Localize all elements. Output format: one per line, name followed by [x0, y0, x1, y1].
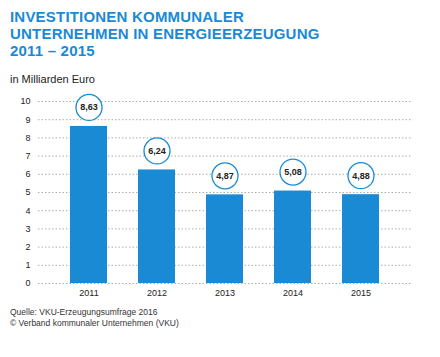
- svg-text:2: 2: [25, 242, 30, 252]
- svg-text:8,63: 8,63: [80, 102, 98, 112]
- svg-text:9: 9: [25, 115, 30, 125]
- svg-text:2011: 2011: [79, 288, 98, 298]
- svg-text:5: 5: [25, 187, 30, 197]
- svg-text:2013: 2013: [215, 288, 235, 298]
- svg-text:6: 6: [25, 169, 30, 179]
- svg-text:5,08: 5,08: [284, 167, 302, 177]
- svg-text:2012: 2012: [147, 288, 167, 298]
- svg-text:3: 3: [25, 224, 30, 234]
- html-text:in Milliarden Euro: in Milliarden Euro: [10, 73, 95, 85]
- svg-text:7: 7: [25, 151, 30, 161]
- svg-text:1: 1: [25, 260, 30, 270]
- svg-text:2015: 2015: [351, 288, 371, 298]
- svg-text:2014: 2014: [283, 288, 303, 298]
- html-text:© Verband kommunaler Unternehm: © Verband kommunaler Unternehmen (VKU): [10, 318, 179, 328]
- html-text:INVESTITIONEN KOMMUNALER UNTER: INVESTITIONEN KOMMUNALER UNTERNEHMEN IN …: [10, 8, 320, 59]
- svg-text:8: 8: [25, 133, 30, 143]
- svg-text:0: 0: [25, 278, 30, 288]
- html-text:Quelle: VKU-Erzeugungsumfrage: Quelle: VKU-Erzeugungsumfrage 2016: [10, 307, 158, 317]
- svg-text:4: 4: [25, 206, 30, 216]
- svg-text:4,87: 4,87: [216, 171, 234, 181]
- svg-text:6,24: 6,24: [148, 146, 166, 156]
- svg-text:4,88: 4,88: [352, 171, 370, 181]
- svg-text:10: 10: [20, 96, 30, 106]
